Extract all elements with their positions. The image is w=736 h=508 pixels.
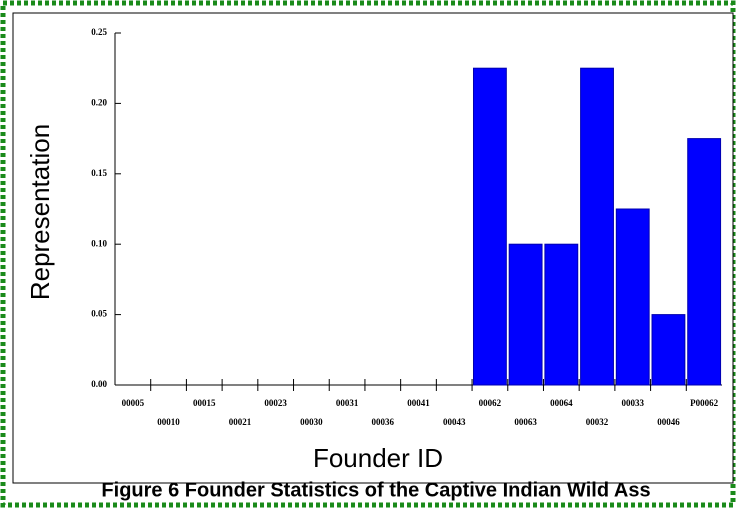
x-tick-label: 00062 (479, 398, 502, 408)
x-axis-title: Founder ID (313, 443, 443, 473)
bar (651, 314, 686, 386)
x-tick-label: 00043 (443, 417, 466, 427)
x-tick-label: 00021 (229, 417, 252, 427)
bar (472, 67, 507, 386)
y-tick-label: 0.25 (91, 27, 107, 37)
y-tick-label: 0.20 (91, 97, 107, 107)
x-tick-label: 00063 (514, 417, 537, 427)
bar (508, 243, 543, 386)
y-tick-label: 0.05 (91, 309, 107, 319)
x-tick-label: 00030 (300, 417, 323, 427)
bar (687, 138, 722, 386)
x-tick-label: 00032 (586, 417, 609, 427)
x-tick-label: 00041 (407, 398, 430, 408)
bar (544, 243, 579, 386)
x-tick-label: 00033 (621, 398, 644, 408)
x-tick-label: 00064 (550, 398, 573, 408)
y-tick-label: 0.10 (91, 238, 107, 248)
y-tick-label: 0.00 (91, 379, 107, 389)
x-tick-label: 00046 (657, 417, 680, 427)
x-tick-label: 00005 (122, 398, 145, 408)
x-tick-label: 00036 (372, 417, 395, 427)
x-tick-label: 00031 (336, 398, 359, 408)
bar (580, 67, 614, 386)
y-axis-title: Representation (25, 124, 55, 300)
x-tick-label: P00062 (690, 398, 718, 408)
bar (615, 208, 650, 386)
caption: Figure 6 Founder Statistics of the Capti… (101, 479, 650, 501)
y-tick-label: 0.15 (91, 168, 107, 178)
x-tick-label: 00010 (157, 417, 180, 427)
x-tick-label: 00015 (193, 398, 216, 408)
x-tick-label: 00023 (264, 398, 287, 408)
